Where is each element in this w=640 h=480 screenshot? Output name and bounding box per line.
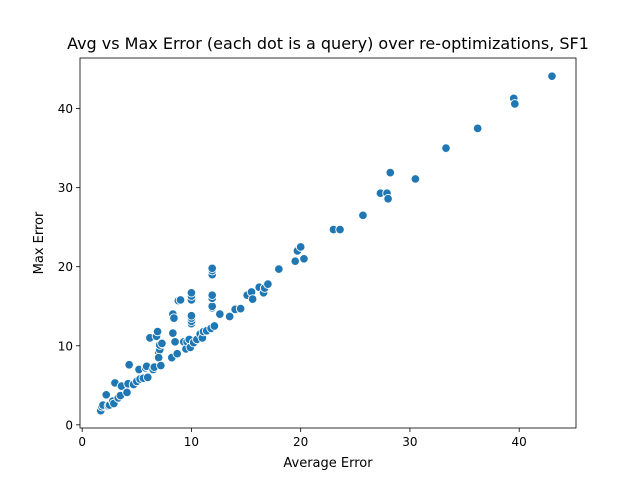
data-point-96 [472,123,483,134]
data-point-69 [209,321,220,331]
data-point-65 [207,290,217,300]
data-point-71 [224,311,235,322]
data-point-95 [441,143,451,153]
x-ticks: 0 10 20 30 40 [78,428,527,449]
data-point-41 [175,295,186,305]
data-point-87 [335,224,345,235]
data-point-39 [172,348,182,359]
data-point-98 [510,99,520,109]
data-point-85 [299,254,309,264]
data-point-82 [290,256,300,266]
data-point-88 [358,210,368,221]
x-tick-label: 10 [184,435,199,449]
data-point-92 [385,167,396,178]
data-point-22 [142,372,153,383]
data-point-32 [156,360,166,371]
data-point-33 [157,338,167,349]
x-tick-label: 40 [512,435,527,449]
data-point-12 [122,387,132,398]
y-ticks: 0 10 20 30 40 [58,102,80,432]
data-point-27 [152,326,163,337]
y-tick-label: 0 [65,418,73,432]
chart-title: Avg vs Max Error (each dot is a query) o… [67,34,589,53]
x-axis-label: Average Error [283,456,373,471]
data-point-53 [186,288,197,298]
data-point-93 [410,174,421,184]
data-point-14 [124,360,134,370]
x-tick-label: 30 [402,435,417,449]
y-tick-label: 30 [58,181,73,195]
y-tick-label: 10 [58,339,73,353]
data-point-31 [153,352,164,363]
data-point-3 [101,390,111,400]
data-point-63 [207,301,217,312]
data-point-70 [215,309,225,319]
data-point-35 [168,328,178,338]
data-point-73 [235,303,246,314]
data-points [96,71,557,416]
data-point-91 [383,193,393,204]
data-point-37 [169,313,179,323]
data-point-84 [295,242,306,252]
x-tick-label: 20 [293,435,308,449]
data-point-76 [247,294,258,304]
data-point-68 [207,263,217,274]
plot-frame [79,57,577,429]
data-point-80 [263,279,273,289]
data-point-50 [186,310,197,321]
y-tick-label: 20 [58,260,73,274]
data-point-81 [274,264,284,274]
data-point-38 [170,337,180,347]
x-tick-label: 0 [78,435,86,449]
y-tick-label: 40 [58,102,73,116]
y-axis-label: Max Error [32,211,47,274]
data-point-99 [547,71,557,81]
